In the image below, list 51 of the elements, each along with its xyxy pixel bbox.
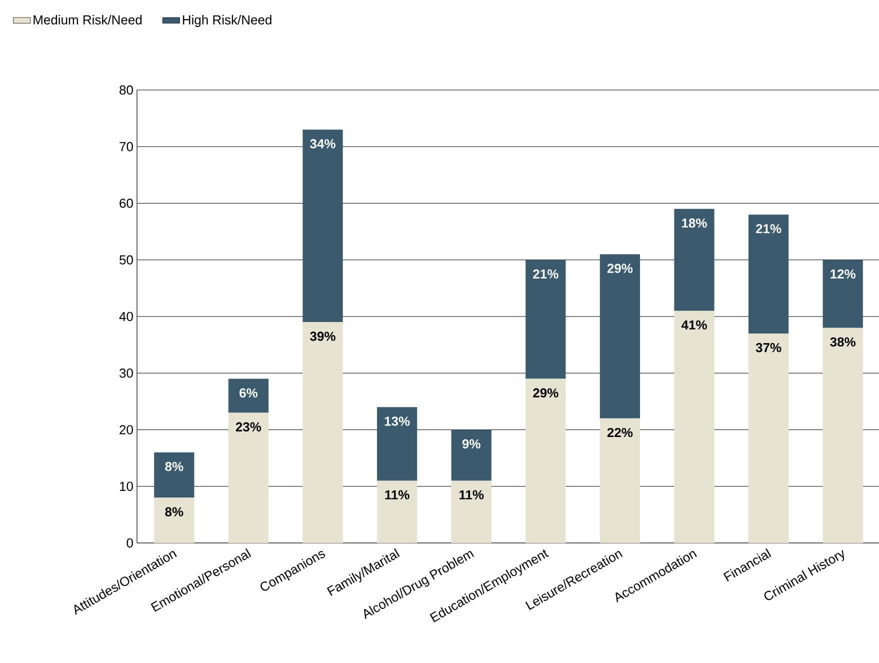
y-tick-label: 20 (120, 425, 133, 434)
legend-label: Medium Risk/Need (34, 14, 142, 24)
data-label: 13% (384, 416, 410, 426)
data-label: 29% (533, 388, 558, 398)
data-label: 37% (756, 343, 782, 352)
data-label: 6% (240, 388, 258, 398)
data-label: 18% (682, 218, 707, 228)
y-tick-label: 10 (120, 482, 133, 491)
y-tick-label: 0 (126, 538, 133, 548)
bar (154, 498, 194, 543)
bar (526, 260, 566, 379)
bar (228, 412, 269, 543)
bar (822, 328, 863, 543)
data-label: 21% (756, 224, 782, 234)
bar (674, 310, 714, 543)
bar (302, 322, 343, 543)
bar (526, 378, 566, 543)
bar (822, 260, 863, 328)
bar (154, 452, 194, 498)
y-tick-label: 50 (120, 255, 133, 264)
bar (451, 480, 492, 543)
data-label: 11% (460, 490, 484, 500)
bar (376, 407, 418, 481)
bar (302, 130, 343, 322)
bar (600, 418, 640, 543)
legend-label: High Risk/Need (182, 14, 272, 28)
data-label: 11% (385, 490, 410, 500)
data-label: 21% (533, 269, 558, 279)
data-label: 22% (607, 428, 633, 438)
y-tick-label: 40 (119, 312, 133, 322)
data-label: 8% (165, 462, 184, 472)
bar (748, 214, 789, 334)
data-label: 8% (165, 507, 184, 516)
data-label: 41% (681, 320, 707, 330)
data-label: 12% (830, 269, 856, 279)
data-label: 29% (607, 264, 633, 273)
bar (748, 333, 789, 543)
bar (376, 480, 418, 543)
data-label: 9% (462, 439, 480, 448)
bar (451, 430, 492, 481)
y-tick-label: 60 (120, 198, 133, 208)
data-label: 34% (310, 139, 336, 148)
data-label: 39% (310, 332, 336, 341)
bar (600, 254, 640, 418)
bar (674, 208, 714, 311)
y-tick-label: 30 (120, 368, 133, 378)
bar (228, 378, 269, 413)
y-tick-label: 70 (120, 142, 133, 152)
data-label: 38% (830, 337, 856, 347)
data-label: 23% (236, 422, 262, 432)
y-tick-label: 80 (120, 85, 133, 95)
